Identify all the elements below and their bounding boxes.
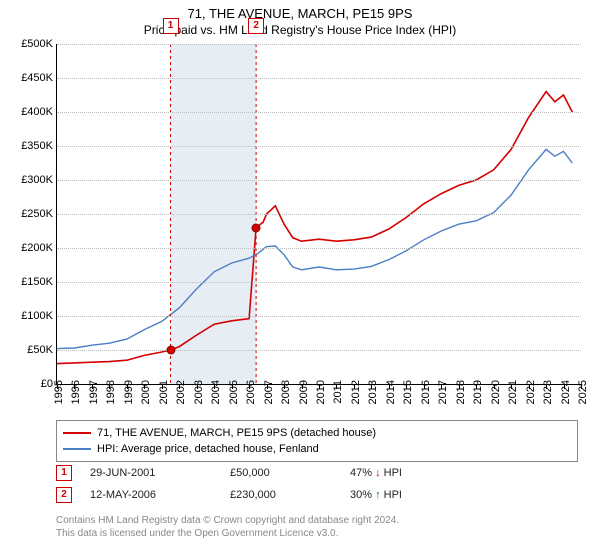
x-axis-label: 2002 xyxy=(175,380,187,404)
gridline xyxy=(57,78,581,79)
legend-item: 71, THE AVENUE, MARCH, PE15 9PS (detache… xyxy=(63,425,571,441)
x-axis-label: 2017 xyxy=(437,380,449,404)
sale-row-badge: 2 xyxy=(56,487,72,503)
gridline xyxy=(57,44,581,45)
gridline xyxy=(57,146,581,147)
x-axis-label: 2022 xyxy=(525,380,537,404)
x-axis-label: 2007 xyxy=(263,380,275,404)
x-axis-label: 2025 xyxy=(577,380,589,404)
legend-swatch xyxy=(63,432,91,434)
x-axis-label: 2001 xyxy=(158,380,170,404)
legend-item: HPI: Average price, detached house, Fenl… xyxy=(63,441,571,457)
sale-hpi-delta: 47% ↓ HPI xyxy=(350,467,510,479)
footer-line-1: Contains HM Land Registry data © Crown c… xyxy=(56,514,578,527)
sale-date: 12-MAY-2006 xyxy=(90,489,230,501)
y-axis-label: £300K xyxy=(3,174,53,186)
y-axis-label: £50K xyxy=(3,344,53,356)
chart-title: 71, THE AVENUE, MARCH, PE15 9PS xyxy=(0,0,600,23)
sale-price: £50,000 xyxy=(230,467,350,479)
sale-marker-badge: 2 xyxy=(248,18,264,34)
sale-marker-dot xyxy=(166,346,175,355)
x-axis-label: 2006 xyxy=(245,380,257,404)
x-axis-label: 2020 xyxy=(490,380,502,404)
y-axis-label: £200K xyxy=(3,242,53,254)
x-axis-label: 1999 xyxy=(123,380,135,404)
y-axis-label: £100K xyxy=(3,310,53,322)
gridline xyxy=(57,112,581,113)
y-axis-label: £500K xyxy=(3,38,53,50)
x-axis-label: 2011 xyxy=(332,380,344,404)
sale-marker-badge: 1 xyxy=(163,18,179,34)
x-axis-label: 2012 xyxy=(350,380,362,404)
x-axis-label: 2016 xyxy=(420,380,432,404)
x-axis-label: 2023 xyxy=(542,380,554,404)
series-line xyxy=(57,92,572,364)
y-axis-label: £0 xyxy=(3,378,53,390)
chart-subtitle: Price paid vs. HM Land Registry's House … xyxy=(0,23,600,41)
gridline xyxy=(57,350,581,351)
legend: 71, THE AVENUE, MARCH, PE15 9PS (detache… xyxy=(56,420,578,462)
sales-table: 1 29-JUN-2001£50,00047% ↓ HPI 2 12-MAY-2006… xyxy=(56,462,578,506)
x-axis-label: 2000 xyxy=(140,380,152,404)
y-axis-label: £350K xyxy=(3,140,53,152)
gridline xyxy=(57,248,581,249)
y-axis-label: £400K xyxy=(3,106,53,118)
x-axis-label: 2010 xyxy=(315,380,327,404)
gridline xyxy=(57,180,581,181)
sale-price: £230,000 xyxy=(230,489,350,501)
attribution-footer: Contains HM Land Registry data © Crown c… xyxy=(56,514,578,540)
x-axis-label: 2019 xyxy=(472,380,484,404)
gridline xyxy=(57,214,581,215)
x-axis-label: 2014 xyxy=(385,380,397,404)
x-axis-label: 1997 xyxy=(88,380,100,404)
legend-swatch xyxy=(63,448,91,450)
x-axis-label: 2003 xyxy=(193,380,205,404)
y-axis-label: £250K xyxy=(3,208,53,220)
sale-marker-dot xyxy=(252,223,261,232)
x-axis-label: 2021 xyxy=(507,380,519,404)
gridline xyxy=(57,316,581,317)
x-axis-label: 2009 xyxy=(298,380,310,404)
sale-row: 1 29-JUN-2001£50,00047% ↓ HPI xyxy=(56,462,578,484)
footer-line-2: This data is licensed under the Open Gov… xyxy=(56,527,578,540)
legend-label: 71, THE AVENUE, MARCH, PE15 9PS (detache… xyxy=(97,425,376,441)
x-axis-label: 2004 xyxy=(210,380,222,404)
x-axis-label: 2008 xyxy=(280,380,292,404)
x-axis-label: 1995 xyxy=(53,380,65,404)
x-axis-label: 1996 xyxy=(70,380,82,404)
x-axis-label: 2015 xyxy=(402,380,414,404)
y-axis-label: £450K xyxy=(3,72,53,84)
x-axis-label: 2005 xyxy=(228,380,240,404)
gridline xyxy=(57,282,581,283)
x-axis-label: 2024 xyxy=(560,380,572,404)
sale-hpi-delta: 30% ↑ HPI xyxy=(350,489,510,501)
legend-label: HPI: Average price, detached house, Fenl… xyxy=(97,441,319,457)
x-axis-label: 2013 xyxy=(367,380,379,404)
sale-row: 2 12-MAY-2006£230,00030% ↑ HPI xyxy=(56,484,578,506)
chart-plot-area: £0£50K£100K£150K£200K£250K£300K£350K£400… xyxy=(56,44,581,385)
sale-date: 29-JUN-2001 xyxy=(90,467,230,479)
x-axis-label: 2018 xyxy=(455,380,467,404)
x-axis-label: 1998 xyxy=(105,380,117,404)
sale-row-badge: 1 xyxy=(56,465,72,481)
y-axis-label: £150K xyxy=(3,276,53,288)
